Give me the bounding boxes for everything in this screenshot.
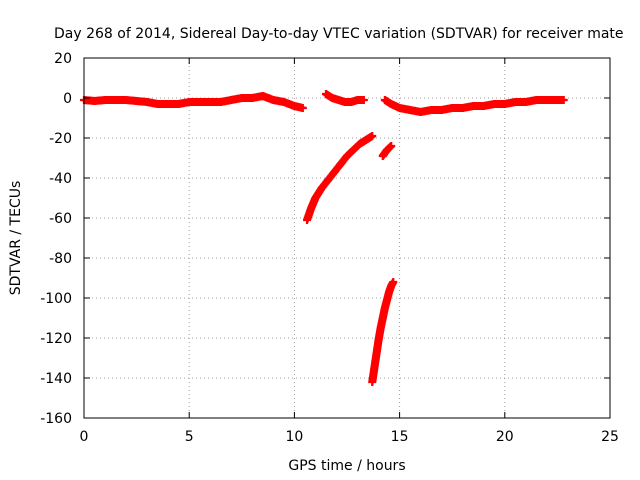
y-tick-label: -100 [40, 291, 72, 307]
series-trace-markers [81, 92, 306, 112]
y-tick-label: -160 [40, 411, 72, 427]
x-tick-label: 5 [185, 429, 194, 445]
y-tick-label: 0 [63, 91, 72, 107]
y-tick-label: -20 [49, 131, 72, 147]
series-trace-markers [322, 90, 367, 106]
data-points [80, 90, 568, 386]
y-tick-label: -140 [40, 371, 72, 387]
series-main-arc [80, 92, 307, 112]
series-descent-2 [378, 142, 396, 160]
x-tick-label: 25 [601, 429, 619, 445]
y-axis-title: SDTVAR / TECUs [8, 181, 24, 296]
y-tick-label: -120 [40, 331, 72, 347]
axis-ticks: 0 5 10 15 20 25 20 0 -20 -40 -60 -80 -100 -120 -140 -16… [40, 51, 619, 445]
series-descent-1 [303, 132, 377, 224]
series-late-arc [380, 96, 568, 116]
y-tick-label: -80 [49, 251, 72, 267]
series-trace-markers [379, 142, 395, 160]
series-mid-arc [321, 90, 368, 106]
series-trace-markers [381, 96, 567, 116]
plot-frame [83, 57, 611, 419]
series-trace-markers [368, 279, 397, 385]
y-tick-label: -40 [49, 171, 72, 187]
y-tick-label: 20 [54, 51, 72, 67]
x-tick-label: 0 [80, 429, 89, 445]
x-axis-title: GPS time / hours [288, 458, 405, 474]
chart-title: Day 268 of 2014, Sidereal Day-to-day VTE… [54, 26, 624, 42]
y-tick-label: -60 [49, 211, 72, 227]
x-tick-label: 15 [391, 429, 409, 445]
x-tick-label: 20 [496, 429, 514, 445]
x-tick-label: 10 [285, 429, 303, 445]
series-descent-3 [368, 278, 398, 386]
series-trace-markers [303, 132, 376, 223]
grid-lines [84, 58, 610, 418]
